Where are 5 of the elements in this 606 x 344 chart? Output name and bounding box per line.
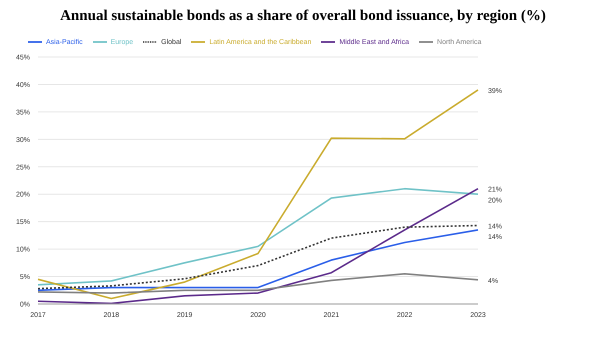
chart-title: Annual sustainable bonds as a share of overall bond issuance, by region (%) bbox=[59, 8, 547, 25]
line-series bbox=[37, 188, 479, 286]
line-series bbox=[37, 89, 479, 300]
line-series bbox=[37, 188, 479, 304]
line-series bbox=[37, 273, 479, 294]
